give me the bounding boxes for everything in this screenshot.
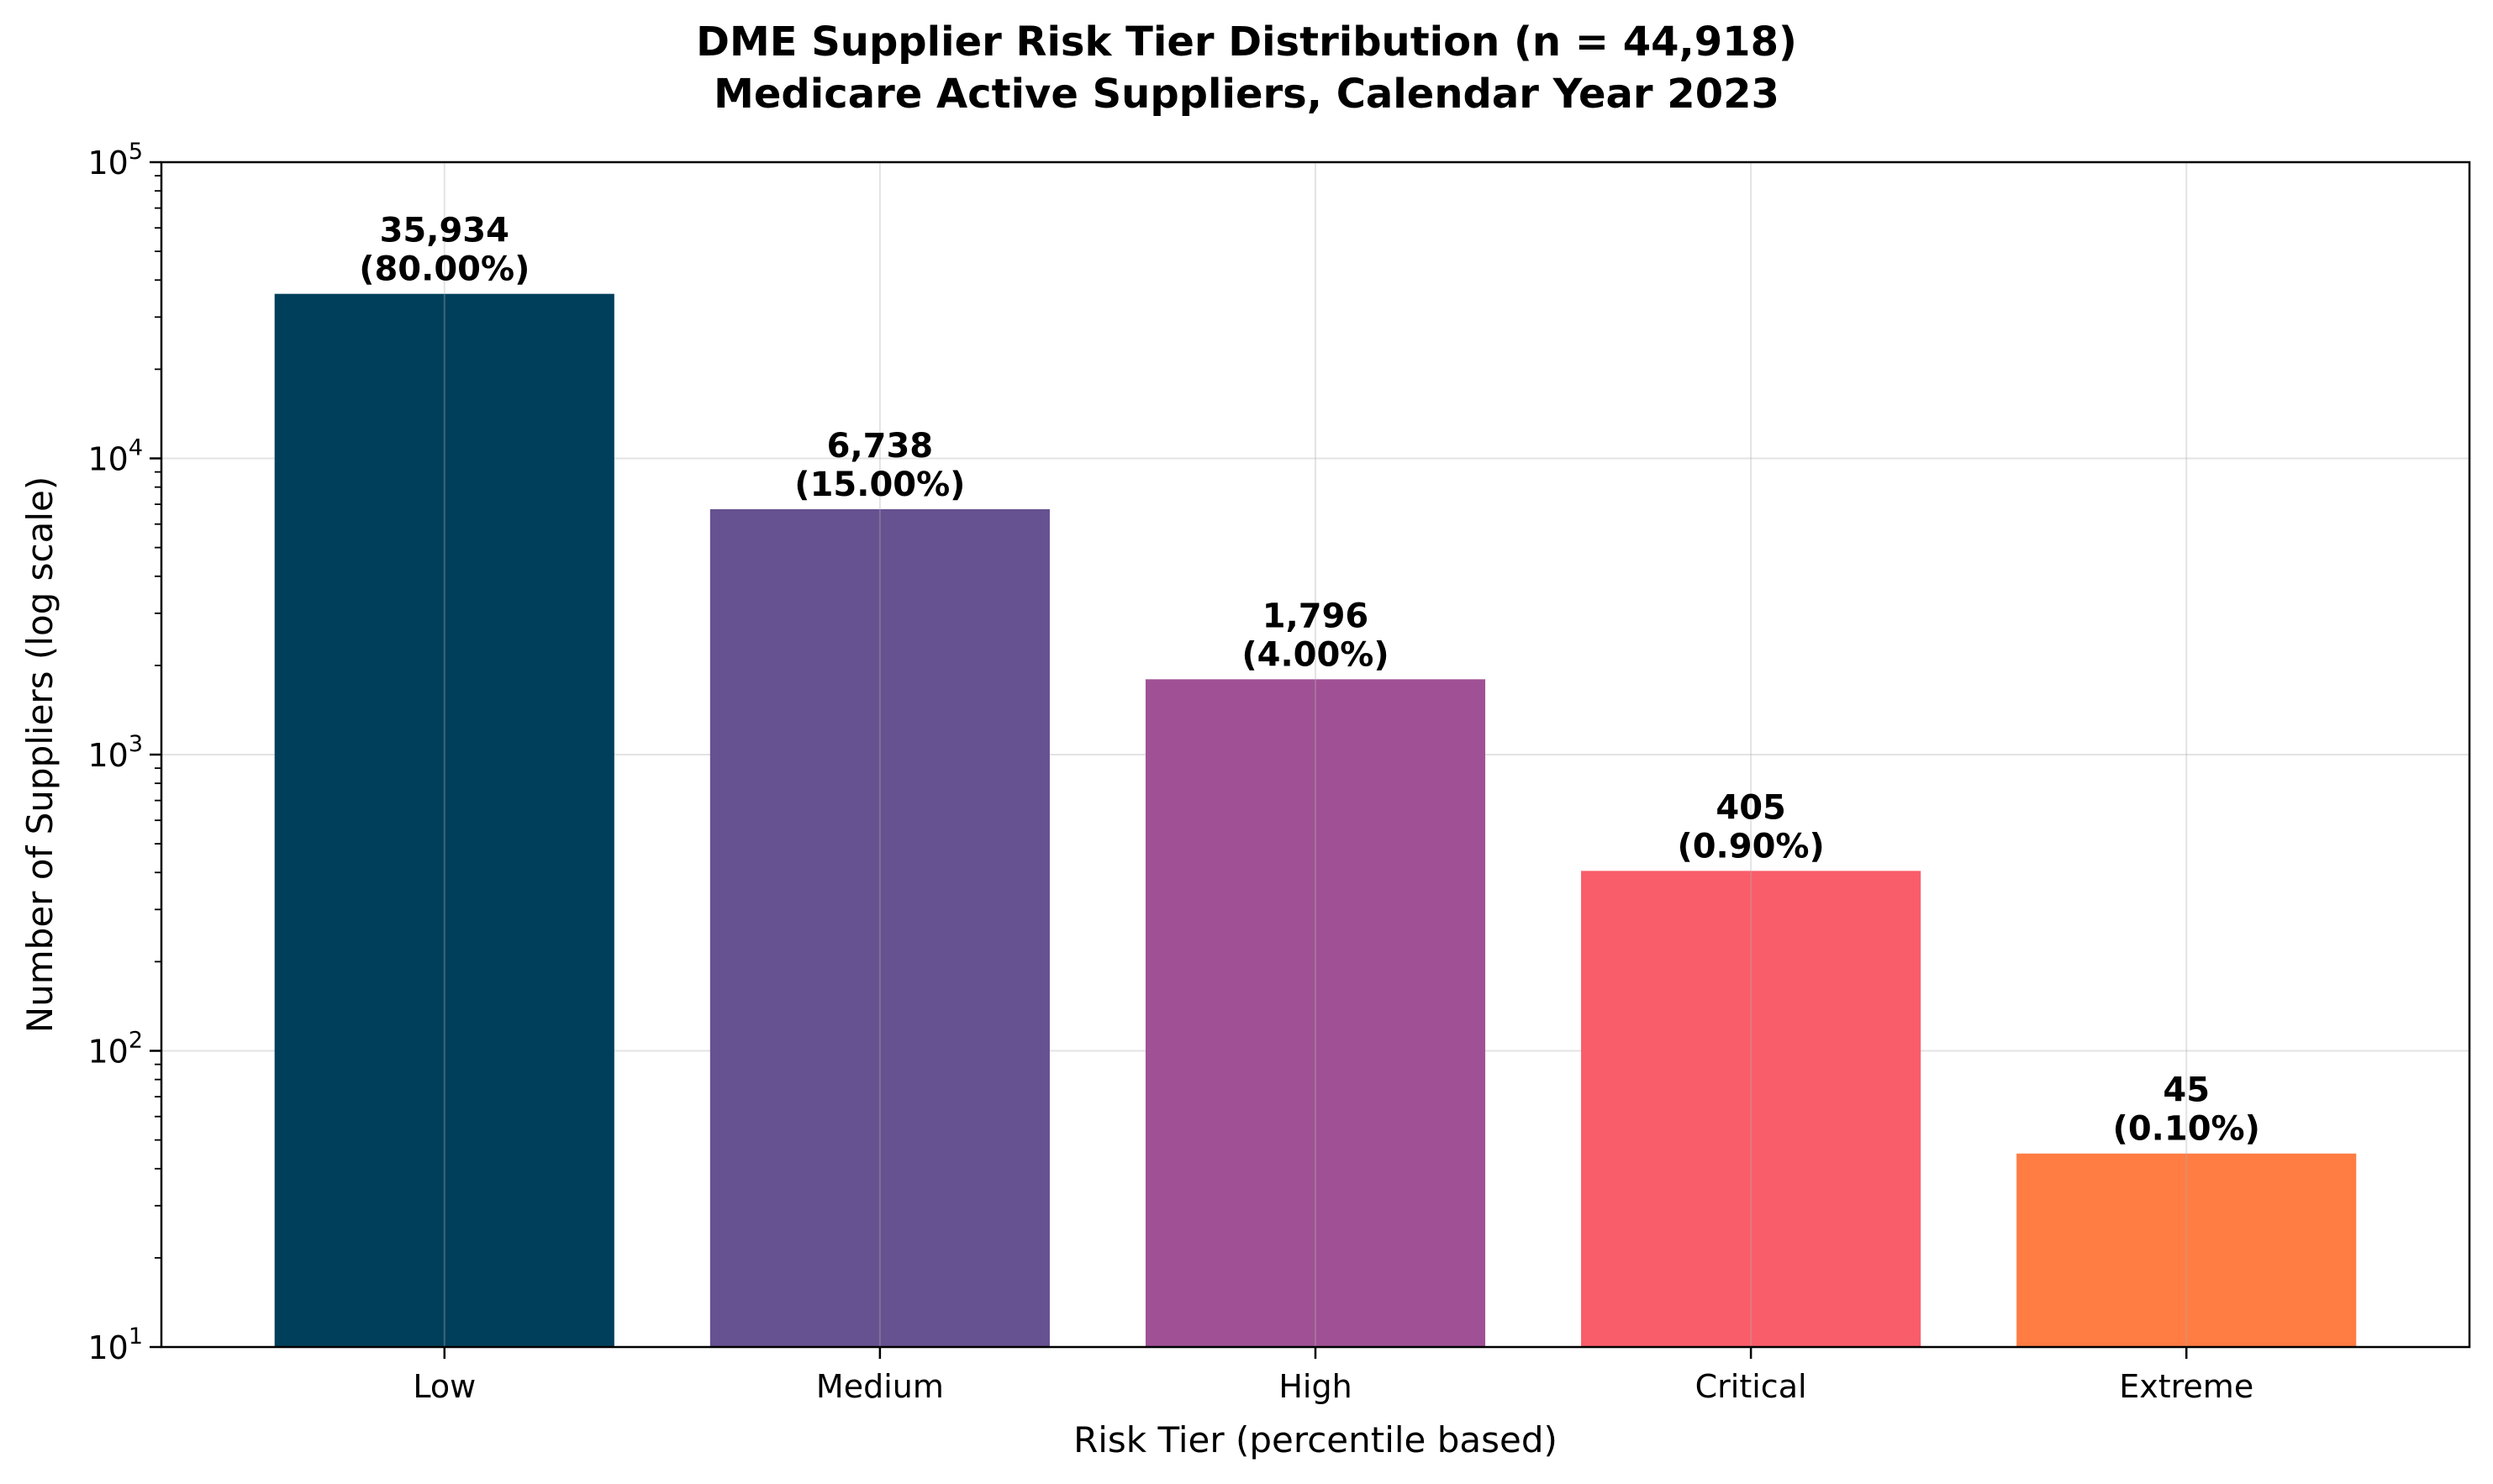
chart-title-line-1: DME Supplier Risk Tier Distribution (n =… [696,18,1797,66]
x-tick-label: Medium [816,1368,944,1405]
y-axis: 101 102 103 104 105 [87,139,161,1366]
y-tick-label: 105 [87,139,143,182]
y-tick-label: 102 [87,1028,143,1071]
bar-medium [709,508,1050,1347]
bar-value-label: 6,738 [827,427,934,466]
bar-percent-label: (0.10%) [2113,1110,2260,1149]
bar-labels-layer: 35,934(80.00%) 6,738(15.00%) 1,796(4.00%) 4… [359,212,2260,1149]
x-tick-label: High [1278,1368,1352,1405]
y-tick-label: 101 [87,1323,143,1366]
bar-critical [1581,871,1921,1347]
x-tick-label: Critical [1695,1368,1807,1405]
bar-high [1145,679,1486,1347]
x-tick-label: Extreme [2119,1368,2253,1405]
bar-percent-label: (15.00%) [794,466,965,504]
bar-extreme [2016,1153,2357,1347]
x-axis: Low Medium High Critical Extreme [413,1347,2253,1405]
bar-value-label: 1,796 [1262,597,1369,635]
bar-value-label: 35,934 [380,212,509,250]
bar-value-label: 405 [1716,788,1786,827]
y-tick-label: 103 [87,731,143,774]
chart-title-line-2: Medicare Active Suppliers, Calendar Year… [714,71,1779,118]
bar-percent-label: (0.90%) [1677,827,1824,866]
x-tick-label: Low [413,1368,476,1405]
bars-layer [274,293,2357,1347]
bar-value-label: 45 [2163,1071,2210,1110]
bar-percent-label: (80.00%) [359,250,530,289]
y-tick-label: 104 [87,435,143,478]
bar-percent-label: (4.00%) [1241,635,1389,674]
vertical-grid-layer [443,162,2188,1347]
x-axis-label: Risk Tier (percentile based) [1073,1419,1557,1460]
bar-low [274,293,614,1347]
y-axis-label: Number of Suppliers (log scale) [19,476,61,1034]
